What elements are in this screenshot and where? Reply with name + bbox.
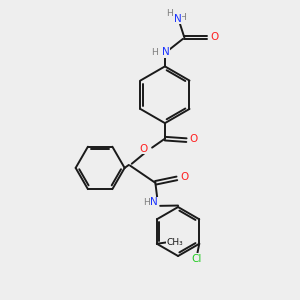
Text: H: H [179,13,186,22]
Text: N: N [150,197,158,207]
Text: N: N [162,47,170,57]
Text: H: H [167,9,173,18]
Text: N: N [174,14,181,24]
Text: O: O [210,32,218,42]
Text: H: H [151,48,158,57]
Text: O: O [139,143,147,154]
Text: CH₃: CH₃ [167,238,183,247]
Text: O: O [190,134,198,144]
Text: O: O [180,172,188,182]
Text: H: H [143,198,150,207]
Text: Cl: Cl [191,254,202,264]
